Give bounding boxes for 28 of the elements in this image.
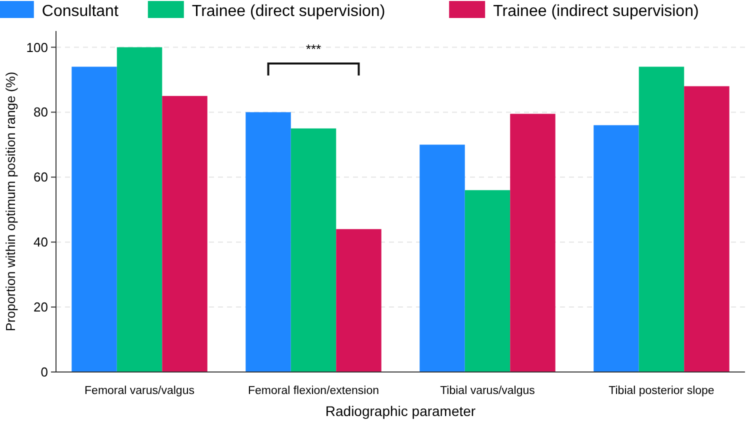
- y-tick-label: 100: [26, 40, 48, 55]
- y-tick-label: 20: [34, 300, 48, 315]
- x-axis-title: Radiographic parameter: [325, 403, 476, 419]
- bar: [116, 47, 162, 372]
- bar: [336, 229, 382, 372]
- bar: [684, 86, 730, 372]
- bar: [290, 128, 336, 372]
- bar: [464, 190, 510, 372]
- y-axis-title: Proportion within optimum position range (%): [3, 72, 18, 332]
- x-tick-label: Femoral varus/valgus: [84, 385, 195, 397]
- y-tick-label: 80: [34, 104, 48, 120]
- x-tick-label: Tibial posterior slope: [608, 385, 714, 397]
- legend-label: Trainee (indirect supervision): [493, 3, 699, 20]
- bar: [510, 114, 556, 372]
- y-tick-label: 60: [34, 170, 48, 185]
- legend-label: Consultant: [42, 3, 119, 20]
- bar: [72, 66, 117, 372]
- y-tick-label: 40: [34, 234, 48, 250]
- bar: [246, 112, 291, 372]
- bar: [162, 96, 208, 372]
- bar: [638, 66, 684, 372]
- x-tick-label: Femoral flexion/extension: [248, 385, 380, 397]
- legend-label: Trainee (direct supervision): [192, 3, 386, 20]
- bar: [594, 125, 639, 372]
- bar: [420, 144, 465, 372]
- x-tick-label: Tibial varus/valgus: [440, 385, 536, 397]
- y-tick-label: 0: [40, 364, 48, 380]
- annotation: ***: [306, 41, 322, 56]
